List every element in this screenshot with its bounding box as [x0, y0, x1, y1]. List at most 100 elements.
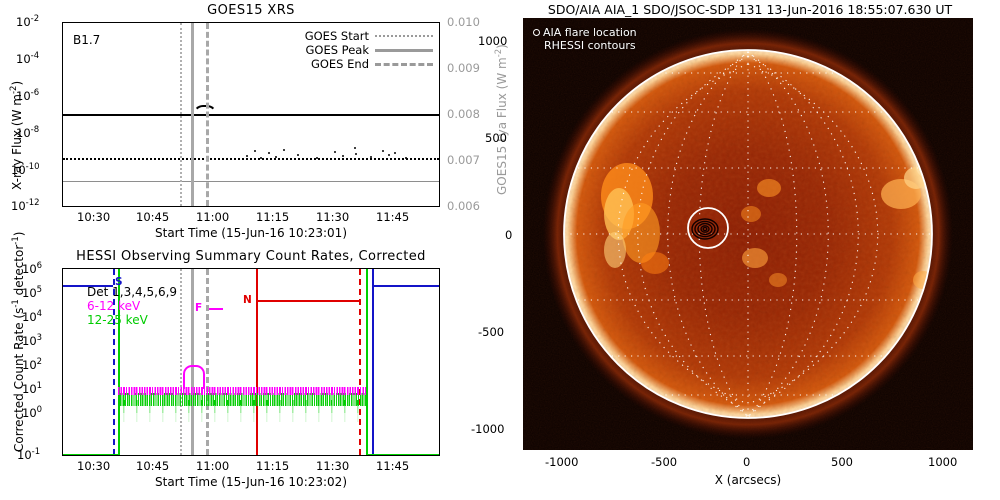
hessi-ytick: 103 [22, 333, 43, 348]
goes-legend-swatch-dotted [375, 35, 433, 37]
goes-right-ytick: 0.006 [447, 199, 480, 213]
hessi-state-bar-n [256, 300, 359, 302]
goes-right-ytick: 0.007 [447, 153, 480, 167]
goes-legend: GOES Start GOES Peak GOES End [305, 29, 433, 71]
hessi-ytick: 10-1 [17, 447, 41, 462]
hessi-n-end-line [359, 269, 361, 455]
hessi-flare-peak-6-12kev [183, 365, 205, 389]
sdo-xtick: -1000 [545, 455, 579, 469]
hessi-xtick: 11:30 [316, 459, 350, 473]
goes-short-channel-noise [243, 147, 413, 161]
goes-left-yaxis-label: X-ray Flux (W m-2) [9, 80, 24, 190]
hessi-ytick: 102 [22, 357, 43, 372]
hessi-n-start-line [256, 269, 258, 455]
goes-right-ytick: 0.008 [447, 107, 480, 121]
goes-right-ytick: 0.010 [447, 15, 480, 29]
hessi-goes-end-marker [206, 269, 209, 455]
goes-xtick: 11:15 [256, 210, 290, 224]
goes-xrs-plot: B1.7 GOES Start GOES Peak GOES End [62, 22, 440, 207]
hessi-ytick: 104 [22, 309, 43, 324]
sdo-legend-label-flare-location: AIA flare location [543, 26, 637, 39]
goes-ytick: 10-2 [16, 14, 40, 29]
sdo-ytick: -500 [478, 325, 505, 339]
goes-ytick: 10-6 [16, 88, 40, 103]
sdo-image-legend: AIA flare location RHESSI contours [533, 26, 637, 52]
goes-legend-swatch-dashed [375, 62, 433, 66]
goes-ytick: 10-8 [16, 125, 40, 140]
goes-legend-label-end: GOES End [310, 57, 369, 71]
hessi-s-end-line [372, 269, 374, 455]
goes-start-marker [180, 23, 182, 206]
hessi-state-bar-s-left [63, 285, 113, 287]
hessi-xaxis-label: Start Time (15-Jun-16 10:23:02) [155, 475, 347, 489]
goes-xtick: 10:30 [77, 210, 111, 224]
sdo-aia-svg [523, 18, 973, 450]
sdo-aia-image [523, 18, 973, 450]
goes-ytick: 10-12 [11, 198, 40, 213]
sdo-legend-row-1: AIA flare location [533, 26, 637, 39]
hessi-ytick: 106 [22, 261, 43, 276]
goes-xtick: 11:45 [376, 210, 410, 224]
hessi-legend-12-25kev: 12-25 keV [87, 313, 148, 327]
goes-right-yaxis-label: GOES15 Lya Flux (W m-2) [494, 44, 509, 195]
goes-xtick: 10:45 [136, 210, 170, 224]
hessi-ytick: 101 [22, 381, 43, 396]
goes-legend-item-peak: GOES Peak [305, 43, 433, 57]
goes-lya-series [63, 181, 439, 182]
goes-legend-item-start: GOES Start [305, 29, 433, 43]
hessi-state-bar-f [206, 308, 223, 310]
hessi-xtick: 11:15 [256, 459, 290, 473]
hessi-ytick: 100 [22, 405, 43, 420]
goes-peak-marker [191, 23, 194, 206]
hessi-green-floor-right [366, 454, 439, 455]
hessi-goes-start-marker [180, 269, 182, 455]
hessi-xtick: 10:45 [136, 459, 170, 473]
hessi-xtick: 11:45 [376, 459, 410, 473]
goes-long-channel-peak [193, 105, 217, 115]
hessi-xtick: 10:30 [77, 459, 111, 473]
hessi-flag-s: S [115, 276, 123, 288]
goes-panel-title: GOES15 XRS [207, 3, 295, 18]
sdo-ytick: 0 [505, 228, 513, 242]
goes-legend-item-end: GOES End [305, 57, 433, 71]
hessi-series-6-12kev [118, 387, 366, 395]
sdo-xtick: 1000 [928, 455, 958, 469]
circle-marker-icon [533, 29, 540, 36]
hessi-xtick: 11:00 [196, 459, 230, 473]
goes-long-channel-series [63, 114, 439, 116]
hessi-panel-title: HESSI Observing Summary Count Rates, Cor… [76, 249, 426, 264]
sdo-ytick: 1000 [478, 34, 508, 48]
solar-limb-circle [563, 49, 933, 419]
hessi-state-bar-s-right [373, 285, 439, 287]
sdo-xtick: -500 [651, 455, 678, 469]
hessi-green-onset-edge [118, 269, 120, 455]
hessi-series-12-25kev-spikes [118, 400, 366, 422]
hessi-green-offset-edge [366, 269, 368, 455]
sdo-xtick: 0 [743, 455, 751, 469]
goes-ytick: 10-10 [11, 162, 40, 177]
hessi-legend-6-12kev: 6-12 keV [87, 299, 141, 313]
goes-legend-label-peak: GOES Peak [305, 43, 370, 57]
hessi-flag-n: N [243, 294, 252, 306]
goes-xtick: 11:00 [196, 210, 230, 224]
sdo-ytick: 500 [485, 131, 507, 145]
goes-end-marker [206, 23, 209, 206]
goes-legend-label-start: GOES Start [304, 29, 369, 43]
rhessi-contours [691, 218, 719, 240]
sdo-legend-label-rhessi-contours: RHESSI contours [544, 39, 636, 52]
goes-xtick: 11:30 [316, 210, 350, 224]
goes-legend-swatch-solid [375, 48, 433, 52]
sdo-image-title: SDO/AIA AIA_1 SDO/JSOC-SDP 131 13-Jun-20… [547, 2, 953, 17]
goes-right-ytick: 0.009 [447, 61, 480, 75]
hessi-count-rate-plot: S F N Det 1,3,4,5,6,9 6-12 keV 12-25 keV [62, 268, 440, 456]
sdo-ytick: -1000 [471, 422, 505, 436]
hessi-legend: Det 1,3,4,5,6,9 6-12 keV 12-25 keV [87, 285, 177, 327]
hessi-legend-detectors: Det 1,3,4,5,6,9 [87, 285, 178, 299]
sdo-xtick: 500 [831, 455, 853, 469]
hessi-ytick: 105 [22, 285, 43, 300]
hessi-s-start-line [113, 269, 115, 455]
aia-flare-location-circle [687, 207, 729, 249]
goes-xaxis-label: Start Time (15-Jun-16 10:23:01) [155, 226, 347, 240]
sdo-aia-image-panel: AIA flare location RHESSI contours [523, 18, 973, 450]
